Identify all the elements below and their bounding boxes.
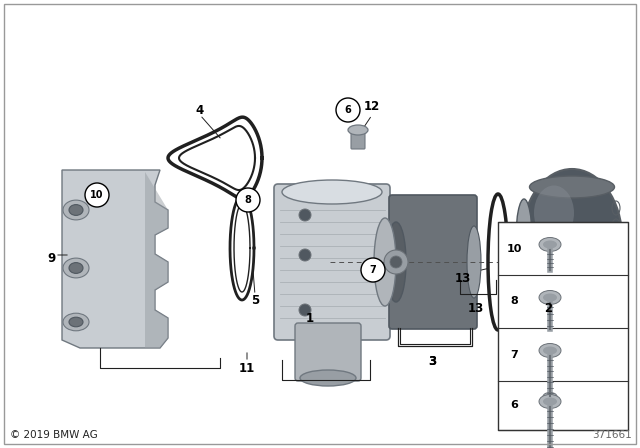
Ellipse shape <box>374 218 396 306</box>
Ellipse shape <box>63 313 89 331</box>
Circle shape <box>336 98 360 122</box>
Ellipse shape <box>69 317 83 327</box>
Text: 8: 8 <box>244 195 252 205</box>
Text: © 2019 BMW AG: © 2019 BMW AG <box>10 430 98 440</box>
Text: 7: 7 <box>510 349 518 359</box>
Ellipse shape <box>467 226 481 298</box>
Ellipse shape <box>539 395 561 409</box>
Circle shape <box>85 183 109 207</box>
Ellipse shape <box>543 392 557 401</box>
Text: 6: 6 <box>344 105 351 115</box>
Text: 9: 9 <box>48 251 56 264</box>
Text: 3: 3 <box>428 355 436 368</box>
Ellipse shape <box>534 185 574 241</box>
Ellipse shape <box>529 176 614 198</box>
Ellipse shape <box>386 222 406 302</box>
Ellipse shape <box>69 263 83 273</box>
FancyBboxPatch shape <box>351 129 365 149</box>
Ellipse shape <box>539 237 561 251</box>
FancyBboxPatch shape <box>274 184 390 340</box>
Ellipse shape <box>300 370 356 386</box>
Circle shape <box>299 209 311 221</box>
Ellipse shape <box>543 346 557 354</box>
Text: 7: 7 <box>370 265 376 275</box>
Text: 12: 12 <box>364 99 380 112</box>
Circle shape <box>361 258 385 282</box>
Text: 5: 5 <box>251 293 259 306</box>
Polygon shape <box>145 172 168 348</box>
Text: 13: 13 <box>455 271 471 284</box>
Ellipse shape <box>63 200 89 220</box>
Text: 10: 10 <box>90 190 104 200</box>
Circle shape <box>384 250 408 274</box>
Ellipse shape <box>543 397 557 405</box>
Text: 8: 8 <box>510 297 518 306</box>
Ellipse shape <box>282 180 382 204</box>
Text: 10: 10 <box>506 244 522 254</box>
Text: 13: 13 <box>468 302 484 315</box>
Circle shape <box>236 188 260 212</box>
Ellipse shape <box>543 293 557 302</box>
Circle shape <box>564 248 580 264</box>
FancyBboxPatch shape <box>389 195 477 329</box>
Ellipse shape <box>539 290 561 305</box>
Text: 3: 3 <box>428 355 436 368</box>
Circle shape <box>390 256 402 268</box>
Circle shape <box>299 249 311 261</box>
Circle shape <box>299 304 311 316</box>
Polygon shape <box>62 170 168 348</box>
Ellipse shape <box>516 199 532 277</box>
Text: 11: 11 <box>239 362 255 375</box>
Ellipse shape <box>522 169 622 307</box>
Ellipse shape <box>63 258 89 278</box>
Text: 4: 4 <box>196 103 204 116</box>
Ellipse shape <box>543 241 557 249</box>
Text: 371661: 371661 <box>592 430 632 440</box>
Ellipse shape <box>539 344 561 358</box>
Text: 1: 1 <box>306 311 314 324</box>
Ellipse shape <box>69 205 83 215</box>
FancyBboxPatch shape <box>498 222 628 430</box>
Text: 6: 6 <box>510 401 518 410</box>
FancyBboxPatch shape <box>295 323 361 381</box>
Ellipse shape <box>348 125 368 135</box>
Text: 2: 2 <box>544 302 552 314</box>
